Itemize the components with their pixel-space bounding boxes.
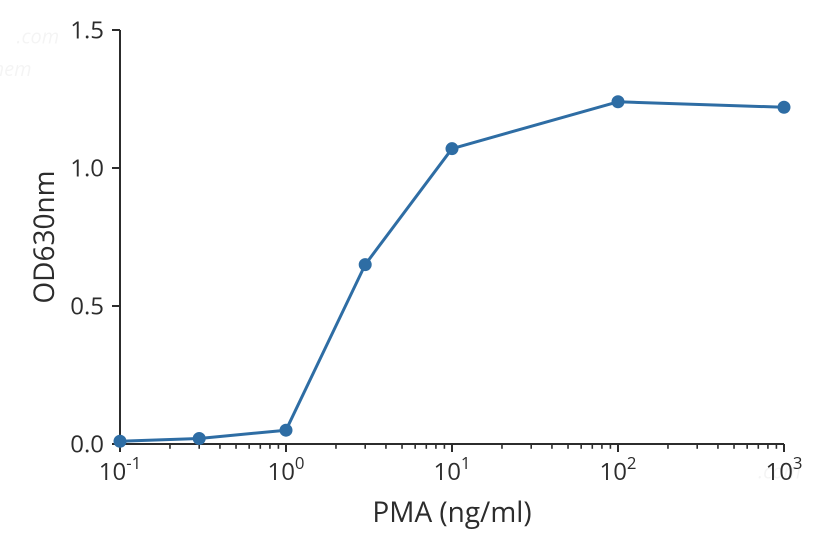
watermark-text: .com xyxy=(16,23,59,50)
series-marker xyxy=(359,259,371,271)
series-marker xyxy=(446,143,458,155)
watermark-text: .com xyxy=(758,458,801,485)
y-tick-label: 1.0 xyxy=(70,151,104,184)
y-ticks: 0.0 0.5 1.0 1.5 xyxy=(70,13,120,460)
x-tick-label: 102 xyxy=(599,451,636,488)
series-group xyxy=(114,96,790,447)
y-tick-label: 1.5 xyxy=(70,13,104,46)
x-tick-label: 10-1 xyxy=(99,451,141,488)
x-tick-label: 100 xyxy=(267,451,304,488)
series-marker xyxy=(114,435,126,447)
y-tick-label: 0.0 xyxy=(70,427,104,460)
x-axis-label: PMA (ng/ml) xyxy=(372,493,531,531)
y-axis-label: OD630nm xyxy=(25,170,63,303)
dose-response-chart: 10-1100101102103 0.00.51.01.5 PMA (ng/ml… xyxy=(0,0,824,544)
series-marker xyxy=(778,101,790,113)
watermark-text: chem xyxy=(0,55,32,82)
x-ticks: 10-1100101102103 xyxy=(99,444,803,488)
y-tick-label: 0.5 xyxy=(70,289,104,322)
axes: 10-1100101102103 0.00.51.01.5 xyxy=(70,13,802,488)
x-tick-label: 101 xyxy=(433,451,470,488)
series-marker xyxy=(612,96,624,108)
series-marker xyxy=(193,432,205,444)
series-marker xyxy=(280,424,292,436)
